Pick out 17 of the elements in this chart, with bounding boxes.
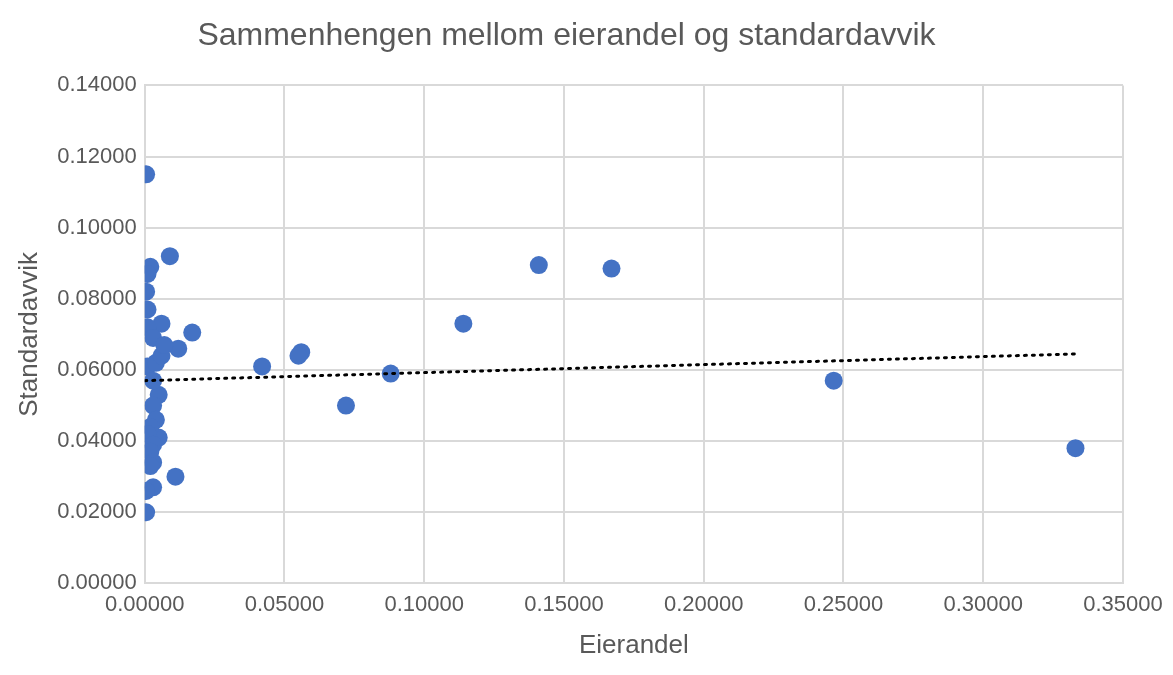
x-tick-label: 0.15000 [524,590,604,616]
x-tick-label: 0.20000 [663,590,744,616]
y-tick-label: 0.08000 [57,284,137,310]
y-axis-title: Standardavvik [12,251,43,417]
y-tick-label: 0.12000 [57,142,137,168]
y-tick-label: 0.10000 [57,213,137,239]
x-axis-title: Eierandel [578,628,689,659]
x-tick-label: 0.10000 [384,590,464,616]
y-tick-label: 0.06000 [57,356,137,382]
x-tick-label: 0.30000 [943,590,1024,616]
x-tick-label: 0.25000 [803,590,884,616]
y-tick-label: 0.02000 [57,498,137,524]
x-tick-label: 0.05000 [244,590,325,616]
x-tick-label: 0.35000 [1083,590,1163,616]
chart-title: Sammenhengen mellom eierandel og standardavvik [197,16,937,53]
y-tick-label: 0.14000 [57,71,137,97]
y-tick-label: 0.04000 [57,427,137,453]
